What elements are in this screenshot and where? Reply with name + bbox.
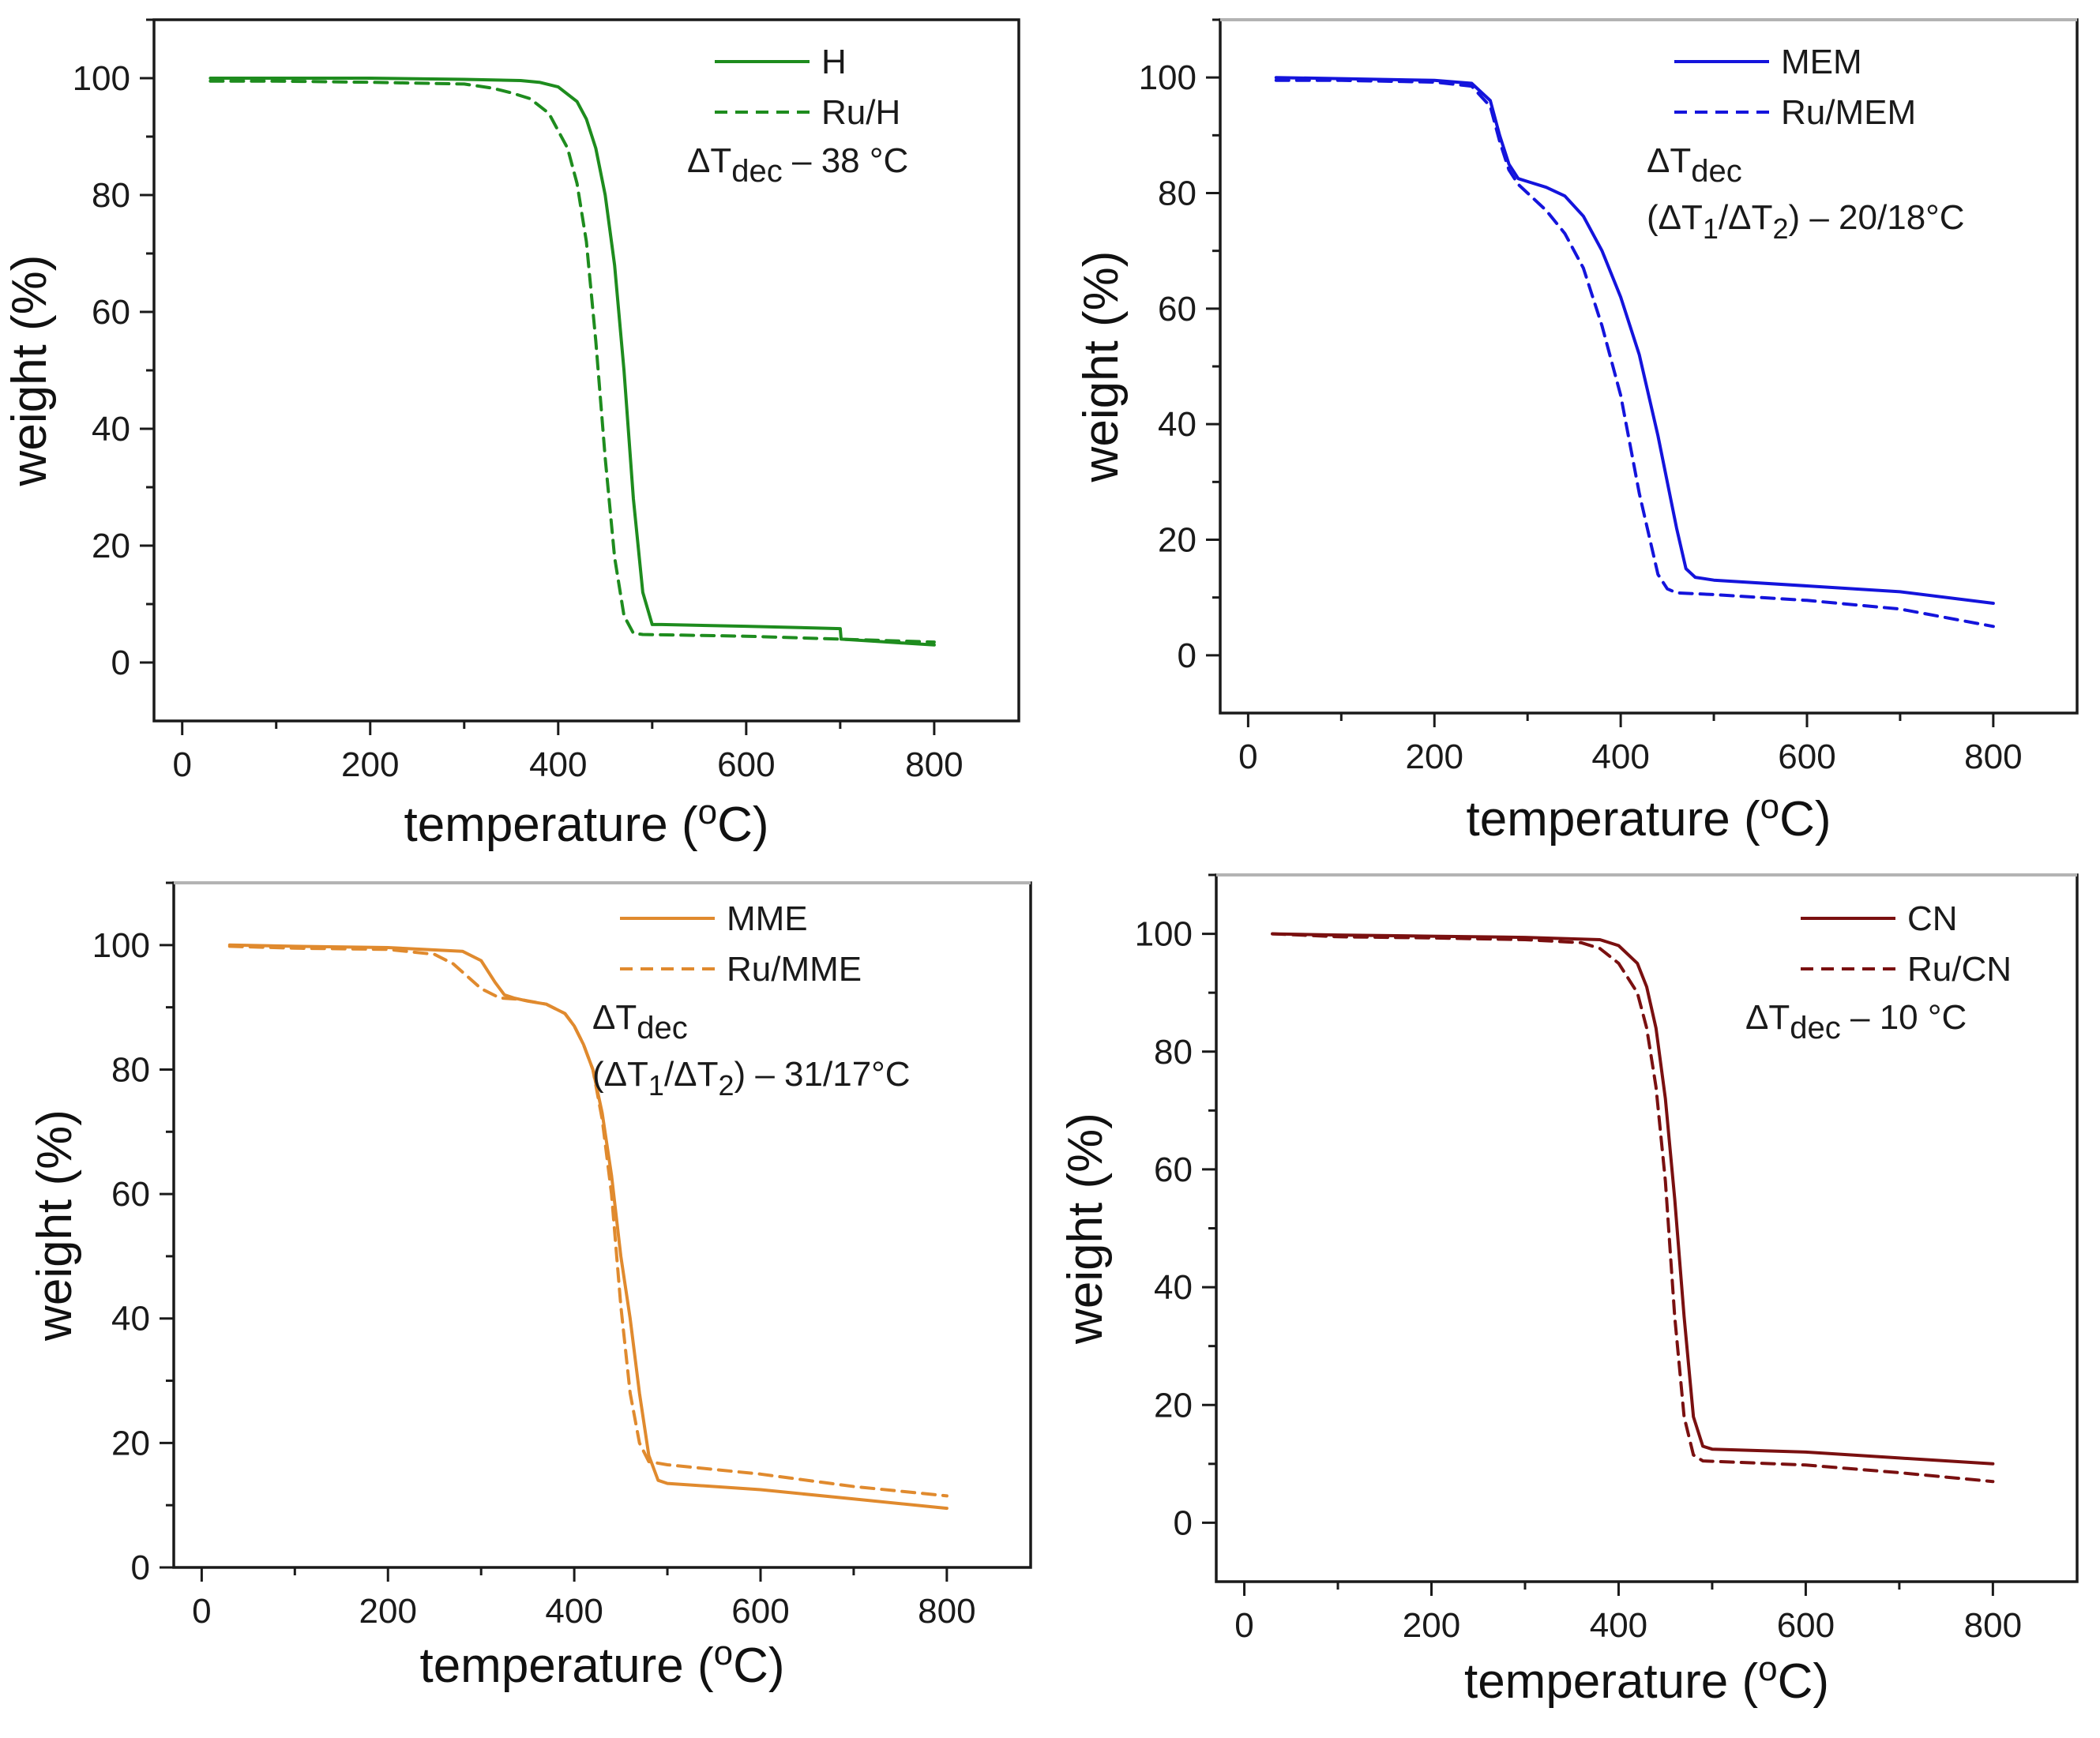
legend-label: MEM: [1781, 43, 1862, 81]
legend-label: Ru/MEM: [1781, 93, 1916, 132]
y-axis-title: weight (%): [28, 1109, 82, 1342]
delta-t-annotation: ΔTdec – 10 °C: [1745, 998, 1967, 1045]
series-line-ru-mme: [227, 944, 949, 1498]
x-tick-label: 0: [172, 745, 191, 784]
series-line-mme: [227, 943, 949, 1511]
legend-label: H: [821, 43, 847, 81]
y-tick-label: 20: [1158, 521, 1197, 560]
x-tick-label: 800: [905, 745, 963, 784]
x-tick-label: 0: [1234, 1606, 1253, 1645]
x-tick-label: 800: [918, 1592, 975, 1631]
x-tick-label: 400: [545, 1592, 603, 1631]
legend-label: CN: [1907, 899, 1958, 938]
series-line-mem: [1274, 76, 1995, 605]
y-tick-label: 80: [1158, 175, 1197, 213]
delta-t-annotation: ΔTdec: [592, 998, 688, 1045]
y-tick-label: 60: [1154, 1151, 1193, 1189]
x-tick-label: 200: [1406, 738, 1463, 776]
series-line-ru-cn: [1271, 932, 1995, 1484]
y-axis-title: weight (%): [1074, 251, 1129, 483]
delta-t-annotation: ΔTdec – 38 °C: [687, 141, 908, 189]
y-tick-label: 80: [92, 176, 130, 215]
x-axis-title: temperature (oC): [1464, 1650, 1829, 1709]
x-axis-title: temperature (oC): [404, 793, 768, 852]
y-tick-label: 20: [1154, 1386, 1193, 1425]
y-tick-label: 60: [1158, 290, 1197, 328]
legend-label: Ru/CN: [1907, 950, 2012, 989]
legend-label: Ru/H: [821, 93, 900, 132]
y-axis-title: weight (%): [2, 255, 57, 487]
series-line-ru-h: [208, 79, 936, 644]
x-axis-title: temperature (oC): [1466, 787, 1831, 846]
y-tick-label: 60: [111, 1175, 150, 1214]
y-tick-label: 80: [1154, 1033, 1193, 1072]
chart-panel-2: 0 200 400 600 800 0 20 40 60 80 100 temperature (oC…: [1074, 18, 2079, 846]
x-tick-label: 800: [1964, 738, 2022, 776]
y-tick-label: 80: [111, 1050, 150, 1089]
y-tick-label: 0: [111, 644, 130, 682]
y-tick-label: 20: [111, 1424, 150, 1462]
y-tick-label: 40: [1158, 405, 1197, 444]
x-tick-label: 600: [1778, 738, 1835, 776]
y-tick-label: 60: [92, 293, 130, 332]
y-tick-label: 40: [111, 1300, 150, 1338]
x-tick-label: 0: [1238, 738, 1257, 776]
chart-panel-3: 0 200 400 600 800 0 20 40 60 80 100 temperature (oC…: [28, 881, 1032, 1693]
x-tick-label: 800: [1964, 1606, 2022, 1645]
y-tick-label: 0: [1178, 636, 1197, 675]
x-tick-label: 600: [717, 745, 775, 784]
y-tick-label: 100: [73, 59, 130, 98]
delta-t-annotation-detail: (ΔT1/ΔT2) – 31/17°C: [592, 1055, 911, 1102]
x-tick-label: 400: [1590, 1606, 1647, 1645]
series-line-h: [208, 77, 936, 647]
x-tick-label: 200: [1403, 1606, 1460, 1645]
delta-t-annotation: ΔTdec: [1647, 141, 1742, 189]
series-line-cn: [1271, 932, 1995, 1466]
y-tick-label: 20: [92, 527, 130, 565]
legend-label: Ru/MME: [727, 950, 862, 989]
y-tick-label: 40: [92, 410, 130, 449]
x-tick-label: 600: [1777, 1606, 1835, 1645]
y-tick-label: 100: [1139, 58, 1197, 97]
x-tick-label: 0: [192, 1592, 211, 1631]
chart-panel-4: 0 200 400 600 800 0 20 40 60 80 100 temperature (oC…: [1058, 873, 2079, 1709]
delta-t-annotation-detail: (ΔT1/ΔT2) – 20/18°C: [1647, 198, 1965, 245]
chart-panel-1: 0 200 400 600 800 0 20 40 60 80 100 temperature (oC…: [2, 18, 1020, 852]
x-tick-label: 600: [731, 1592, 789, 1631]
x-tick-label: 200: [341, 745, 399, 784]
y-tick-label: 0: [1174, 1503, 1193, 1542]
x-tick-label: 400: [529, 745, 587, 784]
x-tick-label: 400: [1591, 738, 1649, 776]
x-tick-label: 200: [359, 1592, 417, 1631]
x-axis-title: temperature (oC): [419, 1634, 784, 1693]
y-axis-title: weight (%): [1058, 1113, 1113, 1345]
y-tick-label: 40: [1154, 1268, 1193, 1307]
y-tick-label: 100: [1135, 915, 1193, 954]
series-line-ru-mem: [1274, 78, 1995, 629]
y-tick-label: 0: [131, 1548, 150, 1587]
y-tick-label: 100: [92, 926, 150, 965]
legend-label: MME: [727, 899, 808, 938]
